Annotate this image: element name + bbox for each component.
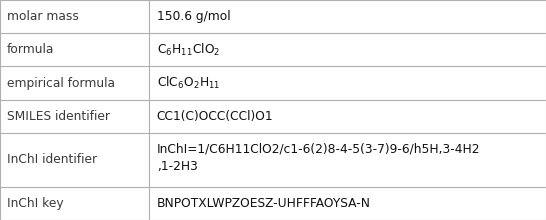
Text: formula: formula	[7, 43, 54, 56]
Text: CC1(C)OCC(CCl)O1: CC1(C)OCC(CCl)O1	[157, 110, 274, 123]
Text: empirical formula: empirical formula	[7, 77, 115, 90]
Text: SMILES identifier: SMILES identifier	[7, 110, 110, 123]
Text: InChI identifier: InChI identifier	[7, 153, 97, 166]
Text: molar mass: molar mass	[7, 10, 79, 23]
Text: InChI=1/C6H11ClO2/c1-6(2)8-4-5(3-7)9-6/h5H,3-4H2: InChI=1/C6H11ClO2/c1-6(2)8-4-5(3-7)9-6/h…	[157, 143, 480, 156]
Text: $\mathregular{C_6H_{11}ClO_2}$: $\mathregular{C_6H_{11}ClO_2}$	[157, 42, 220, 58]
Text: InChI key: InChI key	[7, 197, 63, 210]
Text: 150.6 g/mol: 150.6 g/mol	[157, 10, 230, 23]
Text: BNPOTXLWPZOESZ-UHFFFAOYSA-N: BNPOTXLWPZOESZ-UHFFFAOYSA-N	[157, 197, 371, 210]
Text: ,1-2H3: ,1-2H3	[157, 160, 198, 173]
Text: $\mathregular{ClC_6O_2H_{11}}$: $\mathregular{ClC_6O_2H_{11}}$	[157, 75, 220, 91]
